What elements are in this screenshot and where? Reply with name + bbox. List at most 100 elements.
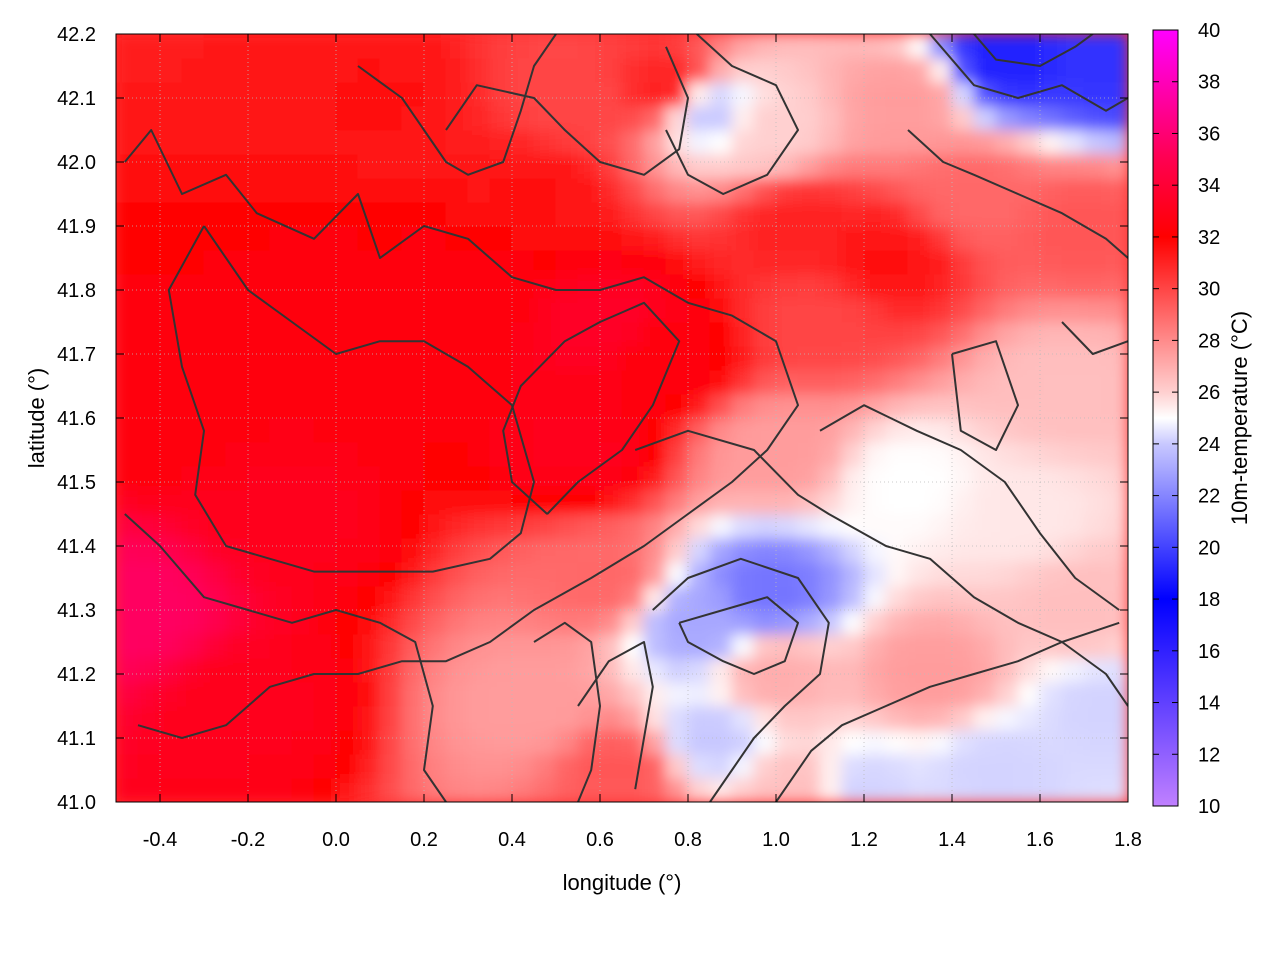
field-cell xyxy=(159,34,183,59)
field-cell xyxy=(753,105,777,131)
field-cell xyxy=(357,729,381,755)
field-cell xyxy=(973,369,997,395)
field-cell xyxy=(951,753,975,779)
field-cell xyxy=(731,34,755,59)
field-cell xyxy=(973,153,997,179)
field-cell xyxy=(621,417,645,443)
field-cell xyxy=(709,249,733,275)
field-cell xyxy=(841,273,865,299)
field-cell xyxy=(225,57,249,83)
field-cell xyxy=(555,537,579,563)
field-cell xyxy=(797,729,821,755)
field-cell xyxy=(841,321,865,347)
field-cell xyxy=(929,81,953,107)
field-cell xyxy=(797,57,821,83)
field-cell xyxy=(357,441,381,467)
field-cell xyxy=(291,105,315,131)
field-cell xyxy=(885,201,909,227)
field-cell xyxy=(379,441,403,467)
field-cell xyxy=(775,34,799,59)
field-cell xyxy=(159,201,183,227)
field-cell xyxy=(379,489,403,515)
colorbar-tick-label: 12 xyxy=(1198,744,1220,766)
field-cell xyxy=(533,513,557,539)
field-cell xyxy=(423,489,447,515)
field-cell xyxy=(225,561,249,587)
field-cell xyxy=(116,465,139,491)
field-cell xyxy=(995,513,1019,539)
field-cell xyxy=(709,129,733,155)
field-cell xyxy=(841,633,865,659)
field-cell xyxy=(731,705,755,731)
field-cell xyxy=(907,153,931,179)
field-cell xyxy=(489,34,513,59)
field-cell xyxy=(731,489,755,515)
field-cell xyxy=(709,609,733,635)
field-cell xyxy=(467,129,491,155)
field-cell xyxy=(687,729,711,755)
field-cell xyxy=(1017,345,1041,371)
field-cell xyxy=(643,417,667,443)
field-cell xyxy=(907,753,931,779)
field-cell xyxy=(159,417,183,443)
contour-line xyxy=(124,129,799,739)
field-cell xyxy=(313,201,337,227)
field-cell xyxy=(467,753,491,779)
field-cell xyxy=(335,681,359,707)
field-cell xyxy=(973,273,997,299)
field-cell xyxy=(1061,513,1085,539)
field-cell xyxy=(885,681,909,707)
field-cell xyxy=(116,177,139,203)
field-cell xyxy=(885,705,909,731)
field-cell xyxy=(116,105,139,131)
field-cell xyxy=(577,369,601,395)
field-cell xyxy=(753,369,777,395)
field-cell xyxy=(687,225,711,251)
field-cell xyxy=(225,393,249,419)
field-cell xyxy=(335,441,359,467)
field-cell xyxy=(687,489,711,515)
field-cell xyxy=(709,585,733,611)
field-cell xyxy=(159,297,183,323)
y-tick-label: 41.2 xyxy=(57,664,96,686)
field-cell xyxy=(577,57,601,83)
field-cell xyxy=(467,34,491,59)
field-cell xyxy=(335,57,359,83)
field-cell xyxy=(181,681,205,707)
field-cell xyxy=(687,537,711,563)
field-cell xyxy=(116,705,139,731)
field-cell xyxy=(885,585,909,611)
field-cell xyxy=(137,489,161,515)
field-cell xyxy=(1083,561,1107,587)
field-cell xyxy=(951,393,975,419)
field-cell xyxy=(313,369,337,395)
field-cell xyxy=(159,369,183,395)
field-cell xyxy=(907,441,931,467)
field-cell xyxy=(621,345,645,371)
field-cell xyxy=(709,657,733,683)
field-cell xyxy=(665,201,689,227)
field-cell xyxy=(599,513,623,539)
field-cell xyxy=(929,177,953,203)
field-cell xyxy=(423,465,447,491)
field-cell xyxy=(1105,129,1128,155)
field-cell xyxy=(511,705,535,731)
field-cell xyxy=(401,81,425,107)
field-cell xyxy=(1017,513,1041,539)
field-cell xyxy=(423,369,447,395)
field-cell xyxy=(445,297,469,323)
field-cell xyxy=(423,57,447,83)
field-cell xyxy=(841,705,865,731)
field-cell xyxy=(665,657,689,683)
field-cell xyxy=(445,753,469,779)
field-cell xyxy=(1083,465,1107,491)
field-cell xyxy=(1083,81,1107,107)
field-cell xyxy=(423,417,447,443)
field-cell xyxy=(951,81,975,107)
field-cell xyxy=(1083,129,1107,155)
field-cell xyxy=(247,657,271,683)
field-cell xyxy=(313,273,337,299)
contour-line xyxy=(819,404,1120,611)
field-cell xyxy=(379,537,403,563)
field-cell xyxy=(753,225,777,251)
